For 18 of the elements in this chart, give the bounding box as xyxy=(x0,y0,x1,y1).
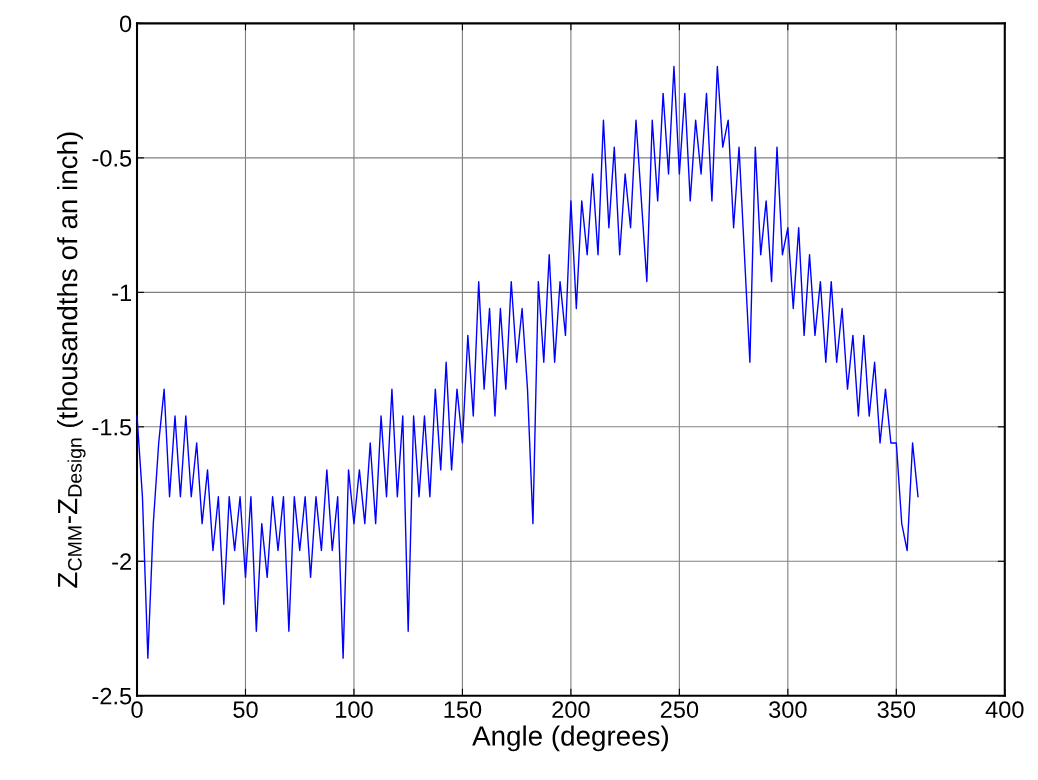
y-axis-title: Z$_{CMM}$-Z$_{Design}$ (thousandths of an inch) xyxy=(57,132,86,588)
x-tick-label: 50 xyxy=(233,701,258,718)
x-tick-label: 200 xyxy=(552,701,590,718)
y-tick-label: 0 xyxy=(119,15,132,33)
x-tick-label: 0 xyxy=(131,701,143,718)
y-tick-label: -1 xyxy=(112,284,131,301)
x-tick-label: 300 xyxy=(769,701,807,718)
x-tick-label: 400 xyxy=(985,701,1024,718)
line-series xyxy=(136,65,919,659)
x-tick-label: 350 xyxy=(877,701,916,718)
x-tick-label: 250 xyxy=(660,701,699,718)
x-tick-label: 100 xyxy=(336,701,373,718)
y-tick-label: -1.5 xyxy=(92,419,132,436)
y-tick-label: -2.5 xyxy=(92,687,132,705)
x-axis-title: Angle (degrees) xyxy=(472,725,669,752)
y-tick-label: -2 xyxy=(112,553,131,570)
y-tick-label: -0.5 xyxy=(92,149,132,167)
x-tick-label: 150 xyxy=(444,701,482,718)
